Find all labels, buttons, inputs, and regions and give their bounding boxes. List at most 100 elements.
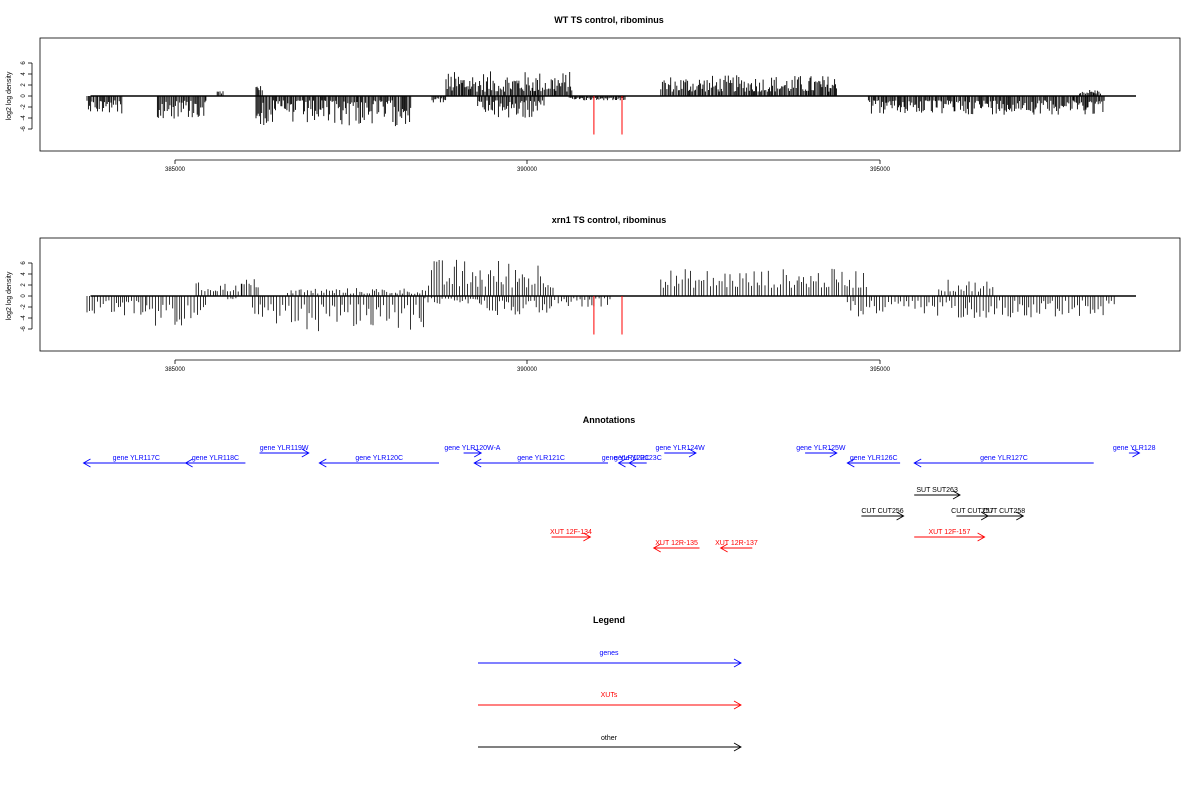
feature-arrowhead	[583, 532, 592, 542]
feature-label: XUT 12F-134	[550, 529, 592, 536]
xrn1-y-axis-label: log2 log density	[6, 271, 13, 320]
feature-gene-ylr120w-a: gene YLR120W-A	[444, 445, 501, 458]
feature-arrowhead	[977, 532, 986, 542]
wt-x-tick-label-395000: 395000	[870, 167, 891, 173]
feature-label: gene YLR120W-A	[444, 445, 500, 452]
xrn1-y-tick-label: 4	[21, 272, 27, 276]
feature-arrowhead	[829, 448, 838, 458]
xrn1-y-tick-label: 2	[21, 283, 27, 287]
wt-panel-title: WT TS control, ribominus	[554, 15, 664, 25]
legend-entry-xuts: XUTs	[478, 692, 742, 710]
feature-gene-ylr123c: gene YLR123C	[614, 455, 662, 468]
feature-gene-ylr120c: gene YLR120C	[318, 455, 439, 468]
feature-arrowhead	[617, 458, 626, 468]
feature-label: gene YLR127C	[980, 455, 1028, 462]
xrn1-negative-strand-bars	[86, 296, 1115, 332]
annotations-title: Annotations	[583, 415, 636, 425]
feature-label: SUT SUT263	[916, 487, 958, 494]
feature-cut-cut258: CUT CUT258	[983, 508, 1025, 521]
feature-arrowhead	[913, 458, 922, 468]
xrn1-y-tick-label: 0	[21, 294, 27, 298]
feature-xut-12r-137: XUT 12R-137	[715, 540, 758, 553]
feature-gene-ylr117c: gene YLR117C	[82, 455, 190, 468]
feature-arrowhead	[184, 458, 193, 468]
xrn1-plot-frame	[39, 237, 1181, 352]
feature-arrowhead	[896, 511, 905, 521]
feature-arrowhead	[301, 448, 310, 458]
wt-y-axis: -6 -4 -2 0 2 4 6	[21, 61, 33, 132]
feature-arrowhead	[473, 458, 482, 468]
feature-label: gene YLR126C	[850, 455, 898, 462]
feature-label: XUT 12R-137	[715, 540, 758, 547]
feature-arrowhead	[688, 448, 697, 458]
xrn1-positive-strand-bars	[195, 259, 994, 296]
legend-label-xuts: XUTs	[601, 692, 618, 699]
feature-gene-ylr124w: gene YLR124W	[655, 445, 705, 458]
wt-y-tick-label: -2	[21, 104, 27, 110]
feature-label: gene YLR120C	[355, 455, 403, 462]
wt-x-tick-label-385000: 385000	[165, 167, 186, 173]
feature-label: gene YLR124W	[655, 445, 705, 452]
xrn1-y-tick-label: -4	[21, 315, 27, 321]
wt-y-tick-label: 0	[21, 94, 27, 98]
legend-arrowhead-other	[733, 742, 742, 752]
feature-gene-ylr119w: gene YLR119W	[259, 445, 310, 458]
legend-entry-genes: genes	[478, 650, 742, 668]
xrn1-y-axis: -6 -4 -2 0 2 4 6	[21, 261, 33, 332]
xrn1-axes: 385000 390000 395000	[165, 359, 891, 373]
feature-arrowhead	[82, 458, 91, 468]
xrn1-x-tick-label-385000: 385000	[165, 367, 186, 373]
feature-arrowhead	[719, 543, 728, 553]
feature-gene-ylr126c: gene YLR126C	[846, 455, 901, 468]
feature-arrowhead	[628, 458, 637, 468]
wt-y-axis-label: log2 log density	[6, 71, 13, 120]
feature-xut-12r-135: XUT 12R-135	[652, 540, 700, 553]
feature-label: gene YLR118C	[192, 455, 239, 462]
legend-entry-other: other	[478, 735, 742, 752]
feature-xut-12f-157: XUT 12F-157	[914, 529, 986, 542]
legend-panel: Legend genes XUTs other	[478, 615, 742, 752]
feature-gene-ylr125w: gene YLR125W	[796, 445, 846, 458]
feature-label: gene YLR122C	[602, 455, 650, 462]
wt-y-tick-label: 4	[21, 72, 27, 76]
feature-arrowhead	[1132, 448, 1141, 458]
feature-label: CUT CUT256	[861, 508, 903, 515]
wt-axes: 385000 390000 395000	[165, 159, 891, 173]
legend-title: Legend	[593, 615, 625, 625]
wt-red-markers	[593, 96, 623, 135]
feature-gene-ylr121c: gene YLR121C	[473, 455, 608, 468]
feature-cut-cut256: CUT CUT256	[861, 508, 905, 521]
xrn1-y-tick-label: -2	[21, 304, 27, 310]
legend-arrowhead-genes	[733, 658, 742, 668]
feature-label: gene YLR121C	[517, 455, 565, 462]
xrn1-y-tick-label: -6	[21, 326, 27, 332]
feature-gene-ylr127c: gene YLR127C	[913, 455, 1094, 468]
xrn1-x-tick-label-395000: 395000	[870, 367, 891, 373]
wt-y-tick-label: -6	[21, 126, 27, 132]
annotation-features: gene YLR117C gene YLR118C gene YLR119W gene…	[82, 445, 1156, 553]
wt-positive-strand-bars	[216, 71, 1101, 96]
xrn1-panel-title: xrn1 TS control, ribominus	[552, 215, 667, 225]
wt-coverage-panel: WT TS control, ribominus log2 log densit…	[6, 15, 1181, 173]
wt-y-tick-label: 6	[21, 61, 27, 65]
feature-label: XUT 12R-135	[655, 540, 698, 547]
feature-arrowhead	[652, 543, 661, 553]
wt-negative-strand-bars	[86, 96, 1105, 127]
feature-label: gene YLR119W	[260, 445, 309, 452]
wt-x-tick-label-390000: 390000	[517, 167, 538, 173]
feature-label: gene YLR123C	[614, 455, 662, 462]
feature-arrowhead	[846, 458, 855, 468]
feature-label: CUT CUT258	[983, 508, 1025, 515]
wt-y-tick-label: -4	[21, 115, 27, 121]
xrn1-x-tick-label-390000: 390000	[517, 367, 538, 373]
feature-sut-sut263: SUT SUT263	[914, 487, 961, 500]
feature-gene-ylr128: gene YLR128	[1113, 445, 1156, 458]
legend-label-genes: genes	[599, 650, 619, 657]
annotations-panel: Annotations gene YLR117C gene YLR118Cgene…	[82, 415, 1156, 553]
feature-label: CUT CUT257	[951, 508, 993, 515]
feature-xut-12f-134: XUT 12F-134	[550, 529, 592, 542]
feature-arrowhead	[952, 490, 961, 500]
feature-label: gene YLR125W	[796, 445, 846, 452]
wt-plot-frame	[39, 37, 1181, 152]
feature-label: gene YLR117C	[113, 455, 160, 462]
